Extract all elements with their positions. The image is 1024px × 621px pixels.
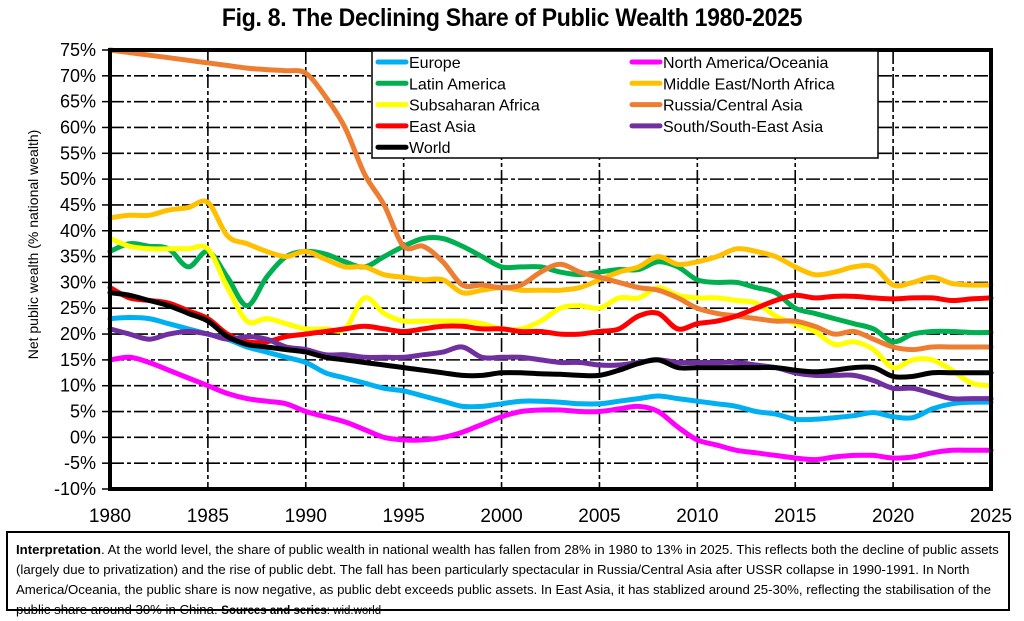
plot-frame <box>108 48 993 491</box>
legend-item: East Asia <box>375 119 476 136</box>
y-tick-label: 0% <box>70 427 96 447</box>
legend-item: Europe <box>375 55 461 72</box>
legend-item: World <box>375 140 451 157</box>
legend-label: North America/Oceania <box>663 55 829 72</box>
series-line-world <box>107 290 994 380</box>
sources-value: : wid.world <box>326 605 382 617</box>
legend: Europe Latin America Subsaharan Africa East… <box>371 50 879 159</box>
sources-label: Sources and series <box>221 605 327 617</box>
legend-item: South/South-East Asia <box>629 119 823 136</box>
x-tick-label: 2010 <box>676 506 718 527</box>
legend-label: Subsaharan Africa <box>409 98 540 115</box>
legend-item: Russia/Central Asia <box>629 98 803 115</box>
y-tick-label: 75% <box>60 40 96 60</box>
x-tick-label: 2000 <box>480 506 522 527</box>
legend-item: North America/Oceania <box>629 55 829 72</box>
x-tick-label: 1985 <box>187 506 229 527</box>
legend-label: Europe <box>409 55 461 72</box>
line-chart: -10% -5% 0% 5% 10% 15% 20% 25% 30% 35% 40% 45% 50% 55… <box>25 40 1012 527</box>
legend-label: Latin America <box>409 76 506 93</box>
series-line-east-asia <box>107 285 994 346</box>
x-tick-label: 1995 <box>383 506 425 527</box>
y-tick-label: 25% <box>60 298 96 318</box>
legend-item: Latin America <box>375 76 506 93</box>
interpretation-lead: Interpretation <box>16 542 101 557</box>
interpretation-note: Interpretation. At the world level, the … <box>6 531 1010 617</box>
legend-item: Subsaharan Africa <box>375 98 540 115</box>
legend-label: South/South-East Asia <box>663 119 823 136</box>
y-tick-label: 65% <box>60 92 96 112</box>
y-tick-label: 15% <box>60 350 96 370</box>
y-tick-label: 60% <box>60 117 96 137</box>
legend-label: Middle East/North Africa <box>663 76 835 93</box>
series-line-subsaharan-africa <box>107 236 994 389</box>
y-tick-label: 70% <box>60 66 96 86</box>
chart-title: Fig. 8. The Declining Share of Public We… <box>221 4 803 32</box>
series-line-russia-central-asia <box>107 47 994 353</box>
series-line-north-america-oceania <box>107 354 994 463</box>
y-axis-ticks: -10% -5% 0% 5% 10% 15% 20% 25% 30% 35% 40% 45% 50% 55… <box>54 40 110 499</box>
legend-label: East Asia <box>409 119 476 136</box>
y-tick-label: 55% <box>60 143 96 163</box>
y-tick-label: 35% <box>60 247 96 267</box>
legend-label: Russia/Central Asia <box>663 98 803 115</box>
y-tick-label: 10% <box>60 376 96 396</box>
series-line-south-south-east-asia <box>107 326 994 402</box>
series-line-europe <box>107 315 994 423</box>
y-tick-label: 20% <box>60 324 96 344</box>
x-tick-label: 2005 <box>578 506 620 527</box>
legend-item: Middle East/North Africa <box>629 76 835 93</box>
y-tick-label: 5% <box>70 402 96 422</box>
y-tick-label: -5% <box>64 453 96 473</box>
y-tick-label: 45% <box>60 195 96 215</box>
x-tick-label: 2020 <box>872 506 914 527</box>
y-axis-label: Net public wealth (% national wealth) <box>25 130 41 360</box>
x-tick-label: 1980 <box>89 506 131 527</box>
y-tick-label: 40% <box>60 221 96 241</box>
interpretation-body: . At the world level, the share of publi… <box>16 542 999 617</box>
x-tick-label: 2015 <box>774 506 816 527</box>
x-axis-ticks: 1980 1985 1990 1995 2000 2005 2010 2015 2020 2025 <box>89 506 1012 527</box>
x-tick-label: 2025 <box>970 506 1012 527</box>
y-tick-label: 50% <box>60 169 96 189</box>
series-line-middle-east-north-africa <box>107 198 994 296</box>
legend-label: World <box>409 140 451 157</box>
legend-box <box>371 50 879 159</box>
y-tick-label: -10% <box>54 479 96 499</box>
y-tick-label: 30% <box>60 272 96 292</box>
x-tick-label: 1990 <box>285 506 327 527</box>
series-lines <box>107 47 994 463</box>
